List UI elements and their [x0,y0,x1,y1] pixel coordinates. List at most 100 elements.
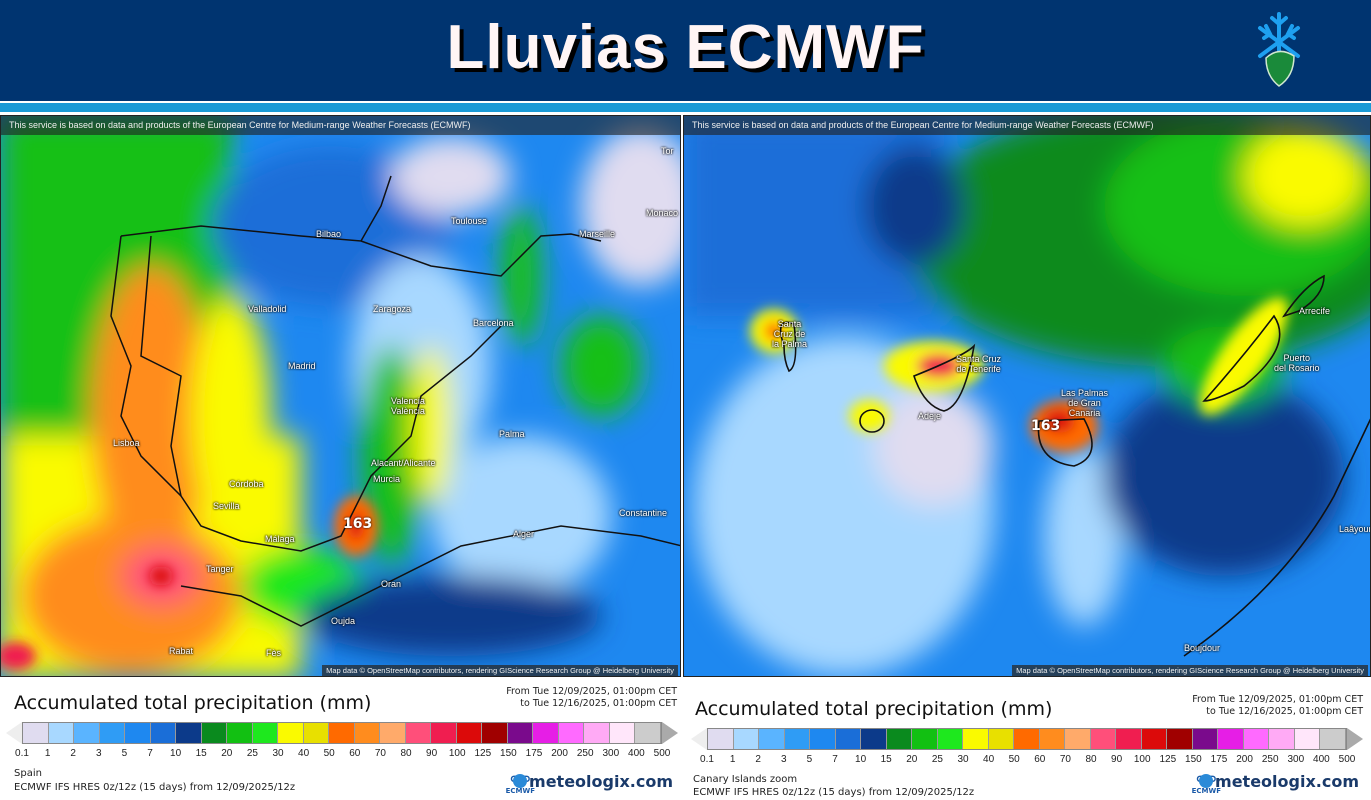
scale-color-box [1141,729,1168,749]
scale-color-box [74,723,100,743]
scale-color-box [201,723,228,743]
city-label: Rabat [169,646,194,656]
color-boxes [22,722,662,744]
from-date: From Tue 12/09/2025, 01:00pm CET [506,686,677,697]
city-label: Zaragoza [373,304,412,314]
scale-tick-label: 0.1 [15,748,29,759]
scale-tick-label: 0.1 [700,754,714,765]
city-label: Lisboa [113,438,140,448]
valid-period: From Tue 12/09/2025, 01:00pm CET to Tue 1… [506,686,677,710]
scale-tick-label: 50 [323,748,335,759]
model-info: ECMWF IFS HRES 0z/12z (15 days) from 12/… [14,782,296,793]
max-value-label: 163 [343,516,373,532]
scale-tick-label: 1 [44,748,51,759]
scale-tick-label: 500 [653,748,671,759]
header: Lluvias ECMWF [0,0,1371,101]
scale-tick-label: 500 [1338,754,1356,765]
ecmwf-attribution: This service is based on data and produc… [684,116,1370,135]
meteologix-icon [1199,774,1214,788]
scale-tick-label: 175 [525,748,543,759]
scale-tick-label: 100 [1133,754,1151,765]
color-boxes [707,728,1347,750]
city-label: Bilbao [316,229,342,239]
scale-color-box [1167,729,1193,749]
scale-color-box [1218,729,1244,749]
scale-color-box [99,723,126,743]
scale-color-box [1269,729,1295,749]
scale-tick-label: 25 [931,754,943,765]
scale-color-box [176,723,202,743]
city-label: Puerto del Rosario [1274,353,1320,373]
scale-color-box [507,723,534,743]
city-label: Constantine [619,508,668,518]
city-label: Córdoba [229,479,264,489]
from-date: From Tue 12/09/2025, 01:00pm CET [1192,694,1363,705]
city-label: Monaco [646,208,679,218]
scale-ticks: 0.1 1 2 3 5 7 10 15 20 25 30 40 50 60 70 80 90 100 125 150 1… [15,748,670,762]
scale-color-box [963,729,989,749]
city-label: Alacant/Alicante [371,458,436,468]
color-scale-bar [691,728,1363,750]
scale-color-box [584,723,610,743]
to-date: to Tue 12/16/2025, 01:00pm CET [520,698,677,709]
city-label: Tanger [206,564,234,574]
legend-canary: Accumulated total precipitation (mm) Fro… [685,680,1371,800]
scale-tick-label: 90 [426,748,438,759]
scale-color-box [150,723,177,743]
scale-color-box [48,723,75,743]
scale-color-box [1294,729,1321,749]
scale-tick-label: 10 [170,748,182,759]
scale-tick-label: 400 [1313,754,1330,765]
osm-attribution: Map data © OpenStreetMap contributors, r… [322,665,678,676]
scale-tick-label: 15 [195,748,207,759]
scale-color-box [405,723,432,743]
city-label: Tor [661,146,674,156]
scale-tick-label: 200 [1236,754,1253,765]
spain-precipitation-map[interactable]: This service is based on data and produc… [0,115,681,677]
legend-title: Accumulated total precipitation (mm) [14,692,372,714]
scale-tick-label: 2 [70,748,76,759]
scale-color-box [1192,729,1219,749]
scale-tick-label: 40 [298,748,310,759]
scale-color-box [810,729,836,749]
region-label: Spain [14,768,42,779]
city-label: Fès [266,648,282,658]
scale-tick-label: 15 [880,754,892,765]
page-title: Lluvias ECMWF [446,13,925,82]
scale-tick-label: 30 [272,748,284,759]
divider [0,103,1371,112]
legend-spain: Accumulated total precipitation (mm) Fro… [0,680,685,800]
scale-tick-label: 3 [96,748,102,759]
legend-title: Accumulated total precipitation (mm) [695,698,1053,720]
to-date: to Tue 12/16/2025, 01:00pm CET [1206,706,1363,717]
scale-tick-label: 7 [147,748,153,759]
meteologix-logo[interactable]: meteologix.com [513,772,673,791]
scale-color-box [861,729,887,749]
scale-arrow-right [1347,728,1363,750]
city-label: Málaga [265,534,295,544]
scale-color-box [482,723,508,743]
scale-tick-label: 250 [1261,754,1279,765]
scale-color-box [1090,729,1117,749]
scale-tick-label: 70 [1059,754,1071,765]
scale-tick-label: 60 [1034,754,1046,765]
scale-tick-label: 5 [806,754,813,765]
scale-color-box [1039,729,1066,749]
snowflake-globe-icon [1258,12,1300,87]
scale-ticks: 0.1 1 2 3 5 7 10 15 20 25 30 40 50 60 70 80 90 100 125 150 1… [700,754,1355,768]
scale-color-box [278,723,304,743]
scale-color-box [533,723,559,743]
city-label: Santa Cruz de la Palma [772,319,808,349]
scale-color-box [1116,729,1142,749]
scale-tick-label: 300 [1287,754,1305,765]
city-label: Santa Cruz de Tenerife [956,354,1002,374]
city-label: Valladolid [248,304,287,314]
canary-islands-precipitation-map[interactable]: This service is based on data and produc… [683,115,1371,677]
scale-color-box [380,723,406,743]
region-label: Canary Islands zoom [693,774,798,785]
scale-tick-label: 70 [374,748,386,759]
max-value-label: 163 [1031,418,1061,434]
scale-tick-label: 25 [246,748,258,759]
scale-tick-label: 10 [855,754,867,765]
meteologix-logo[interactable]: meteologix.com [1199,772,1359,791]
